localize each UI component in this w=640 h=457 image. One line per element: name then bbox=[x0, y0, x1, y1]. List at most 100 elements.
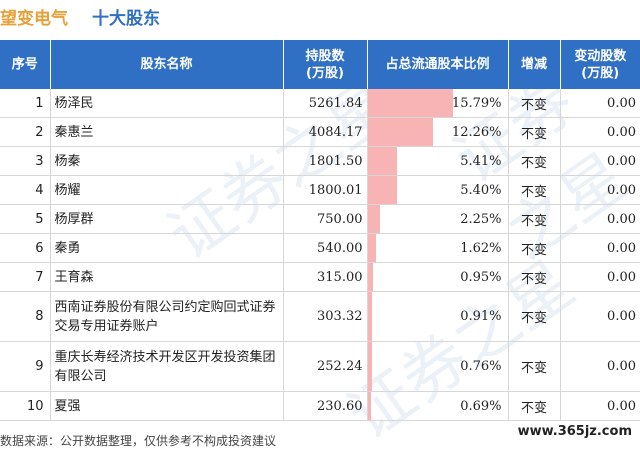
cell-rank: 3 bbox=[0, 146, 51, 176]
table-row: 3 杨秦 1801.50 5.41% 不变 0.00 bbox=[0, 146, 640, 176]
section-title: 十大股东 bbox=[92, 9, 160, 29]
cell-shares: 540.00 bbox=[283, 233, 368, 263]
cell-change-amount: 0.00 bbox=[560, 341, 640, 392]
cell-shares: 750.00 bbox=[283, 204, 368, 234]
col-header-change: 增减 bbox=[508, 40, 561, 89]
cell-change-amount: 0.00 bbox=[560, 89, 640, 118]
ratio-value: 0.91% bbox=[460, 309, 502, 324]
ratio-value: 2.25% bbox=[460, 211, 502, 227]
cell-rank: 10 bbox=[0, 391, 51, 421]
cell-change-amount: 0.00 bbox=[560, 262, 640, 292]
cell-change: 不变 bbox=[508, 204, 561, 234]
ratio-bar bbox=[367, 234, 377, 262]
cell-shares: 230.60 bbox=[283, 391, 368, 421]
cell-change: 不变 bbox=[508, 391, 561, 421]
cell-change: 不变 bbox=[508, 89, 561, 118]
site-watermark: www.365jz.com bbox=[517, 424, 632, 439]
cell-shares: 1800.01 bbox=[283, 175, 368, 205]
cell-shareholder-name: 王育森 bbox=[50, 262, 284, 292]
cell-change: 不变 bbox=[508, 341, 561, 392]
cell-rank: 5 bbox=[0, 204, 51, 234]
ratio-value: 5.40% bbox=[460, 182, 502, 198]
cell-change: 不变 bbox=[508, 146, 561, 176]
ratio-bar bbox=[367, 342, 372, 391]
ratio-value: 12.26% bbox=[451, 124, 502, 140]
ratio-bar bbox=[367, 392, 372, 420]
cell-rank: 4 bbox=[0, 175, 51, 205]
cell-shareholder-name: 杨耀 bbox=[50, 175, 284, 205]
shareholders-table: 序号 股东名称 持股数 (万股) 占总流通股本比例 增减 变动股数 (万股) 1… bbox=[0, 40, 640, 421]
cell-shares: 303.32 bbox=[283, 291, 368, 342]
cell-shareholder-name: 秦惠兰 bbox=[50, 117, 284, 147]
cell-change: 不变 bbox=[508, 291, 561, 342]
ratio-value: 5.41% bbox=[460, 153, 502, 169]
table-row: 4 杨耀 1800.01 5.40% 不变 0.00 bbox=[0, 175, 640, 205]
cell-change: 不变 bbox=[508, 175, 561, 205]
cell-change-amount: 0.00 bbox=[560, 146, 640, 176]
cell-shareholder-name: 西南证券股份有限公司约定购回式证券交易专用证券账户 bbox=[50, 291, 284, 342]
col-header-rank: 序号 bbox=[0, 40, 51, 89]
cell-ratio: 5.40% bbox=[367, 175, 509, 205]
table-row: 1 杨泽民 5261.84 15.79% 不变 0.00 bbox=[0, 89, 640, 118]
cell-shareholder-name: 杨泽民 bbox=[50, 89, 284, 118]
cell-change-amount: 0.00 bbox=[560, 117, 640, 147]
cell-shareholder-name: 夏强 bbox=[50, 391, 284, 421]
ratio-value: 1.62% bbox=[460, 240, 502, 256]
ratio-bar bbox=[367, 205, 380, 233]
cell-shares: 4084.17 bbox=[283, 117, 368, 147]
ratio-bar bbox=[367, 89, 453, 117]
cell-shares: 252.24 bbox=[283, 341, 368, 392]
ratio-value: 0.76% bbox=[460, 359, 502, 374]
cell-ratio: 12.26% bbox=[367, 117, 509, 147]
table-row: 6 秦勇 540.00 1.62% 不变 0.00 bbox=[0, 233, 640, 263]
col-header-name: 股东名称 bbox=[50, 40, 284, 89]
ratio-bar bbox=[367, 147, 397, 175]
cell-ratio: 0.95% bbox=[367, 262, 509, 292]
cell-change: 不变 bbox=[508, 262, 561, 292]
cell-ratio: 0.76% bbox=[367, 341, 509, 392]
cell-shareholder-name: 杨秦 bbox=[50, 146, 284, 176]
cell-rank: 8 bbox=[0, 291, 51, 342]
cell-change: 不变 bbox=[508, 117, 561, 147]
ratio-value: 0.69% bbox=[460, 398, 502, 414]
cell-change-amount: 0.00 bbox=[560, 175, 640, 205]
table-row: 7 王育森 315.00 0.95% 不变 0.00 bbox=[0, 262, 640, 292]
cell-rank: 6 bbox=[0, 233, 51, 263]
cell-change: 不变 bbox=[508, 233, 561, 263]
ratio-bar bbox=[367, 263, 373, 291]
cell-rank: 7 bbox=[0, 262, 51, 292]
cell-ratio: 2.25% bbox=[367, 204, 509, 234]
title-bar: 望变电气 十大股东 bbox=[0, 0, 640, 32]
data-source-note: 数据来源：公开数据整理，仅供参考不构成投资建议 bbox=[0, 434, 277, 448]
cell-change-amount: 0.00 bbox=[560, 233, 640, 263]
table-header-row: 序号 股东名称 持股数 (万股) 占总流通股本比例 增减 变动股数 (万股) bbox=[0, 40, 640, 89]
cell-rank: 1 bbox=[0, 89, 51, 118]
cell-shares: 1801.50 bbox=[283, 146, 368, 176]
ratio-bar bbox=[367, 176, 397, 204]
table-row: 9 重庆长寿经济技术开发区开发投资集团有限公司 252.24 0.76% 不变 0.00 bbox=[0, 341, 640, 392]
col-header-change-amount: 变动股数 (万股) bbox=[560, 40, 640, 89]
table-row: 5 杨厚群 750.00 2.25% 不变 0.00 bbox=[0, 204, 640, 234]
cell-shareholder-name: 秦勇 bbox=[50, 233, 284, 263]
cell-ratio: 0.69% bbox=[367, 391, 509, 421]
cell-ratio: 15.79% bbox=[367, 89, 509, 118]
cell-rank: 9 bbox=[0, 341, 51, 392]
table-row: 8 西南证券股份有限公司约定购回式证券交易专用证券账户 303.32 0.91% 不变 0… bbox=[0, 291, 640, 342]
cell-change-amount: 0.00 bbox=[560, 291, 640, 342]
col-header-ratio: 占总流通股本比例 bbox=[367, 40, 509, 89]
cell-change-amount: 0.00 bbox=[560, 391, 640, 421]
ratio-value: 0.95% bbox=[460, 269, 502, 285]
cell-shares: 5261.84 bbox=[283, 89, 368, 118]
cell-shares: 315.00 bbox=[283, 262, 368, 292]
cell-ratio: 5.41% bbox=[367, 146, 509, 176]
ratio-bar bbox=[367, 118, 434, 146]
cell-shareholder-name: 杨厚群 bbox=[50, 204, 284, 234]
cell-shareholder-name: 重庆长寿经济技术开发区开发投资集团有限公司 bbox=[50, 341, 284, 392]
cell-change-amount: 0.00 bbox=[560, 204, 640, 234]
table-row: 2 秦惠兰 4084.17 12.26% 不变 0.00 bbox=[0, 117, 640, 147]
cell-ratio: 0.91% bbox=[367, 291, 509, 342]
ratio-bar bbox=[367, 292, 373, 341]
table-row: 10 夏强 230.60 0.69% 不变 0.00 bbox=[0, 391, 640, 421]
company-title: 望变电气 bbox=[0, 9, 68, 29]
cell-rank: 2 bbox=[0, 117, 51, 147]
